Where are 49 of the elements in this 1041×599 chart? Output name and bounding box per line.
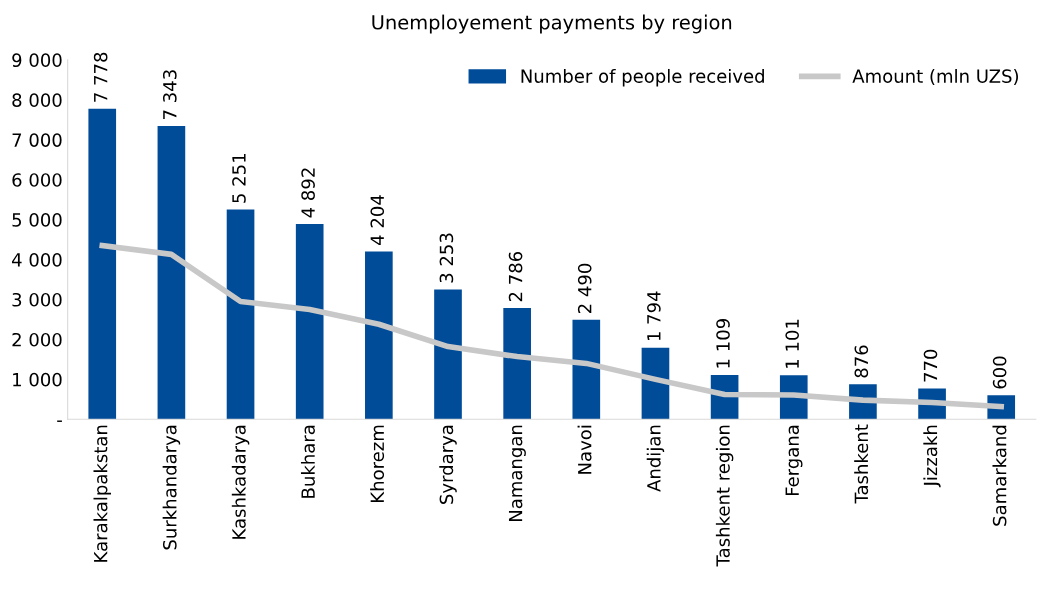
x-tick-label: Khorezm bbox=[370, 425, 385, 502]
x-tick-label: Surkhandarya bbox=[162, 425, 181, 550]
x-tick-label: Tashkent bbox=[854, 424, 869, 504]
legend-label: Amount (mln UZS) bbox=[852, 68, 1018, 86]
data-label: 1 794 bbox=[647, 291, 661, 341]
y-tick-label: 9 000 bbox=[12, 53, 62, 68]
x-tick-label: Kashkadarya bbox=[231, 425, 250, 539]
data-label: 4 204 bbox=[370, 195, 385, 245]
y-tick-label: 4 000 bbox=[12, 253, 62, 267]
data-label: 3 253 bbox=[439, 233, 454, 283]
y-tick-label: - bbox=[57, 420, 62, 422]
y-tick-label: 7 000 bbox=[12, 133, 62, 147]
x-tick-label: Syrdarya bbox=[439, 425, 457, 504]
legend-label: Number of people received bbox=[521, 68, 764, 87]
data-label: 770 bbox=[923, 349, 938, 382]
chart-title: Unemployement payments by region bbox=[372, 14, 732, 34]
data-label: 876 bbox=[854, 345, 869, 378]
y-tick-label: 8 000 bbox=[12, 93, 62, 107]
x-tick-label: Andijan bbox=[646, 425, 665, 492]
bar bbox=[572, 319, 601, 420]
data-label: 1 109 bbox=[716, 319, 730, 368]
data-label: 7 778 bbox=[93, 52, 108, 102]
x-tick-label: Jizzakh bbox=[923, 425, 941, 488]
data-label: 600 bbox=[992, 356, 1007, 389]
x-tick-label: Namangan bbox=[508, 425, 526, 522]
data-label: 2 490 bbox=[577, 263, 592, 313]
data-label: 4 892 bbox=[301, 168, 315, 218]
bar bbox=[365, 251, 393, 420]
bar bbox=[503, 308, 531, 420]
x-tick-label: Samarkand bbox=[992, 425, 1007, 526]
y-tick-label: 3 000 bbox=[12, 292, 62, 307]
x-tick-label: Fergana bbox=[785, 425, 803, 496]
bar bbox=[226, 209, 255, 420]
y-tick-label: 2 000 bbox=[12, 332, 62, 347]
bar bbox=[157, 126, 186, 420]
bar bbox=[434, 289, 462, 420]
x-tick-label: Navoi bbox=[577, 425, 592, 474]
x-tick-label: Bukhara bbox=[300, 425, 315, 498]
data-label: 2 786 bbox=[508, 251, 523, 302]
y-tick-label: 1 000 bbox=[13, 372, 62, 387]
bar bbox=[88, 108, 117, 420]
y-tick-label: 6 000 bbox=[12, 173, 62, 187]
x-tick-label: Karakalpakstan bbox=[93, 425, 111, 562]
x-tick-label: Tashkent region bbox=[715, 425, 734, 567]
bar bbox=[295, 223, 324, 420]
data-label: 1 101 bbox=[785, 319, 799, 368]
data-label: 7 343 bbox=[162, 70, 177, 120]
y-tick-label: 5 000 bbox=[12, 213, 62, 227]
data-label: 5 251 bbox=[232, 154, 246, 203]
